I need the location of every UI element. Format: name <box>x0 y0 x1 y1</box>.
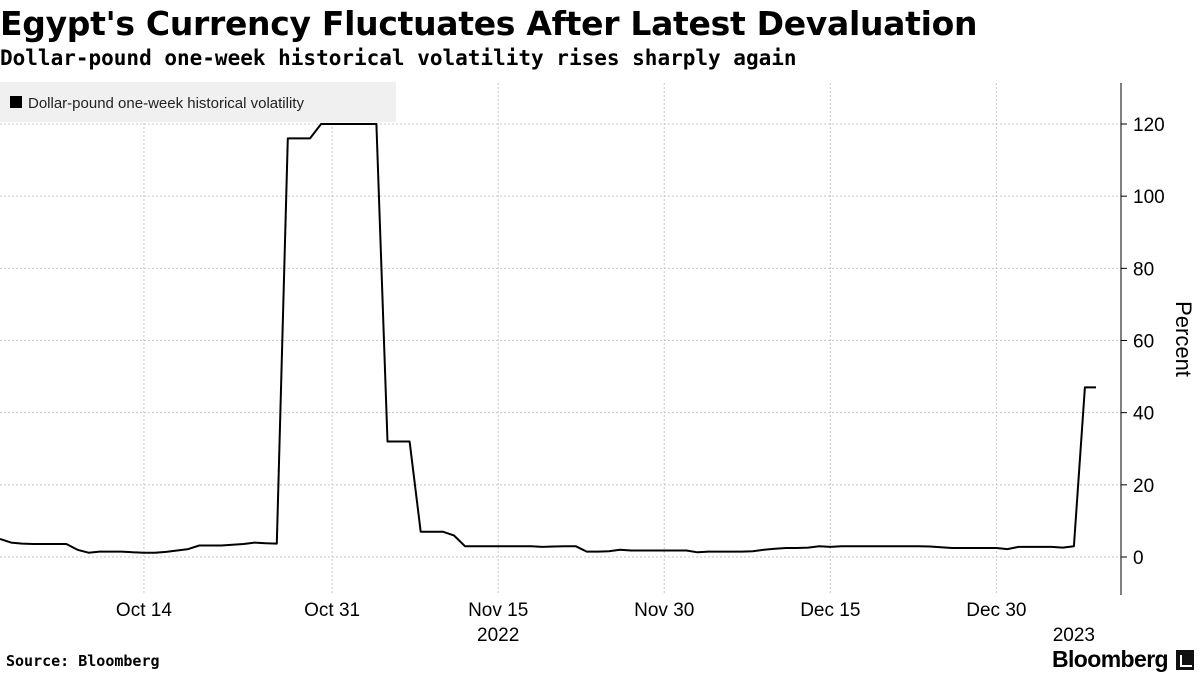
x-tick-label: Nov 15 <box>468 600 528 621</box>
chart-title: Egypt's Currency Fluctuates After Latest… <box>0 4 978 43</box>
x-tick-label: Dec 30 <box>966 600 1026 621</box>
gridlines <box>0 83 1121 595</box>
y-axis-ticks: 0 20 40 60 80 100 120 <box>1121 115 1165 569</box>
logo-text: Bloomberg <box>1052 646 1169 672</box>
y-tick-label: 60 <box>1133 332 1154 353</box>
x-tick-label: Oct 14 <box>116 600 172 621</box>
y-tick-label: 0 <box>1133 548 1144 569</box>
chart-subtitle: Dollar-pound one-week historical volatil… <box>0 46 797 70</box>
x-axis-ticks: Oct 14 Oct 31 Nov 15 Nov 30 Dec 15 Dec 30 2022… <box>116 600 1095 646</box>
bloomberg-logo: Bloomberg <box>1052 646 1194 673</box>
legend-swatch <box>10 96 22 108</box>
y-tick-label: 20 <box>1133 476 1154 497</box>
legend-box <box>0 82 396 122</box>
series-line <box>0 123 1096 554</box>
source-note: Source: Bloomberg <box>6 652 160 670</box>
x-tick-label: Oct 31 <box>304 600 360 621</box>
y-tick-label: 80 <box>1133 259 1154 280</box>
y-tick-label: 40 <box>1133 404 1154 425</box>
x-tick-label: Nov 30 <box>634 600 694 621</box>
x-year-label: 2022 <box>477 625 519 646</box>
chart-icon <box>1176 649 1194 670</box>
y-tick-label: 120 <box>1133 115 1165 136</box>
y-axis-label: Percent <box>1171 301 1196 377</box>
y-tick-label: 100 <box>1133 187 1165 208</box>
x-tick-label: Dec 15 <box>800 600 860 621</box>
legend-label: Dollar-pound one-week historical volatil… <box>28 95 304 112</box>
x-year-label: 2023 <box>1053 625 1095 646</box>
